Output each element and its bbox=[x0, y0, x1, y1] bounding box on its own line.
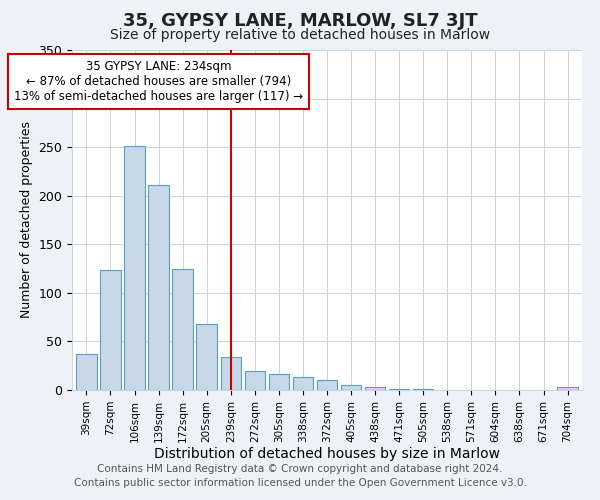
Bar bbox=[245, 370, 265, 390]
X-axis label: Distribution of detached houses by size in Marlow: Distribution of detached houses by size … bbox=[154, 448, 500, 462]
Y-axis label: Number of detached properties: Number of detached properties bbox=[20, 122, 33, 318]
Bar bbox=[341, 385, 361, 390]
Bar bbox=[293, 378, 313, 390]
Bar bbox=[76, 354, 97, 390]
Bar bbox=[413, 389, 433, 390]
Bar bbox=[317, 380, 337, 390]
Bar bbox=[221, 357, 241, 390]
Bar bbox=[365, 387, 385, 390]
Bar bbox=[389, 389, 409, 390]
Text: Contains HM Land Registry data © Crown copyright and database right 2024.
Contai: Contains HM Land Registry data © Crown c… bbox=[74, 464, 526, 487]
Bar bbox=[100, 270, 121, 390]
Bar bbox=[148, 185, 169, 390]
Bar bbox=[124, 146, 145, 390]
Text: 35 GYPSY LANE: 234sqm
← 87% of detached houses are smaller (794)
13% of semi-det: 35 GYPSY LANE: 234sqm ← 87% of detached … bbox=[14, 60, 303, 102]
Bar bbox=[269, 374, 289, 390]
Bar bbox=[172, 268, 193, 390]
Text: Size of property relative to detached houses in Marlow: Size of property relative to detached ho… bbox=[110, 28, 490, 42]
Bar bbox=[196, 324, 217, 390]
Text: 35, GYPSY LANE, MARLOW, SL7 3JT: 35, GYPSY LANE, MARLOW, SL7 3JT bbox=[122, 12, 478, 30]
Bar bbox=[557, 387, 578, 390]
